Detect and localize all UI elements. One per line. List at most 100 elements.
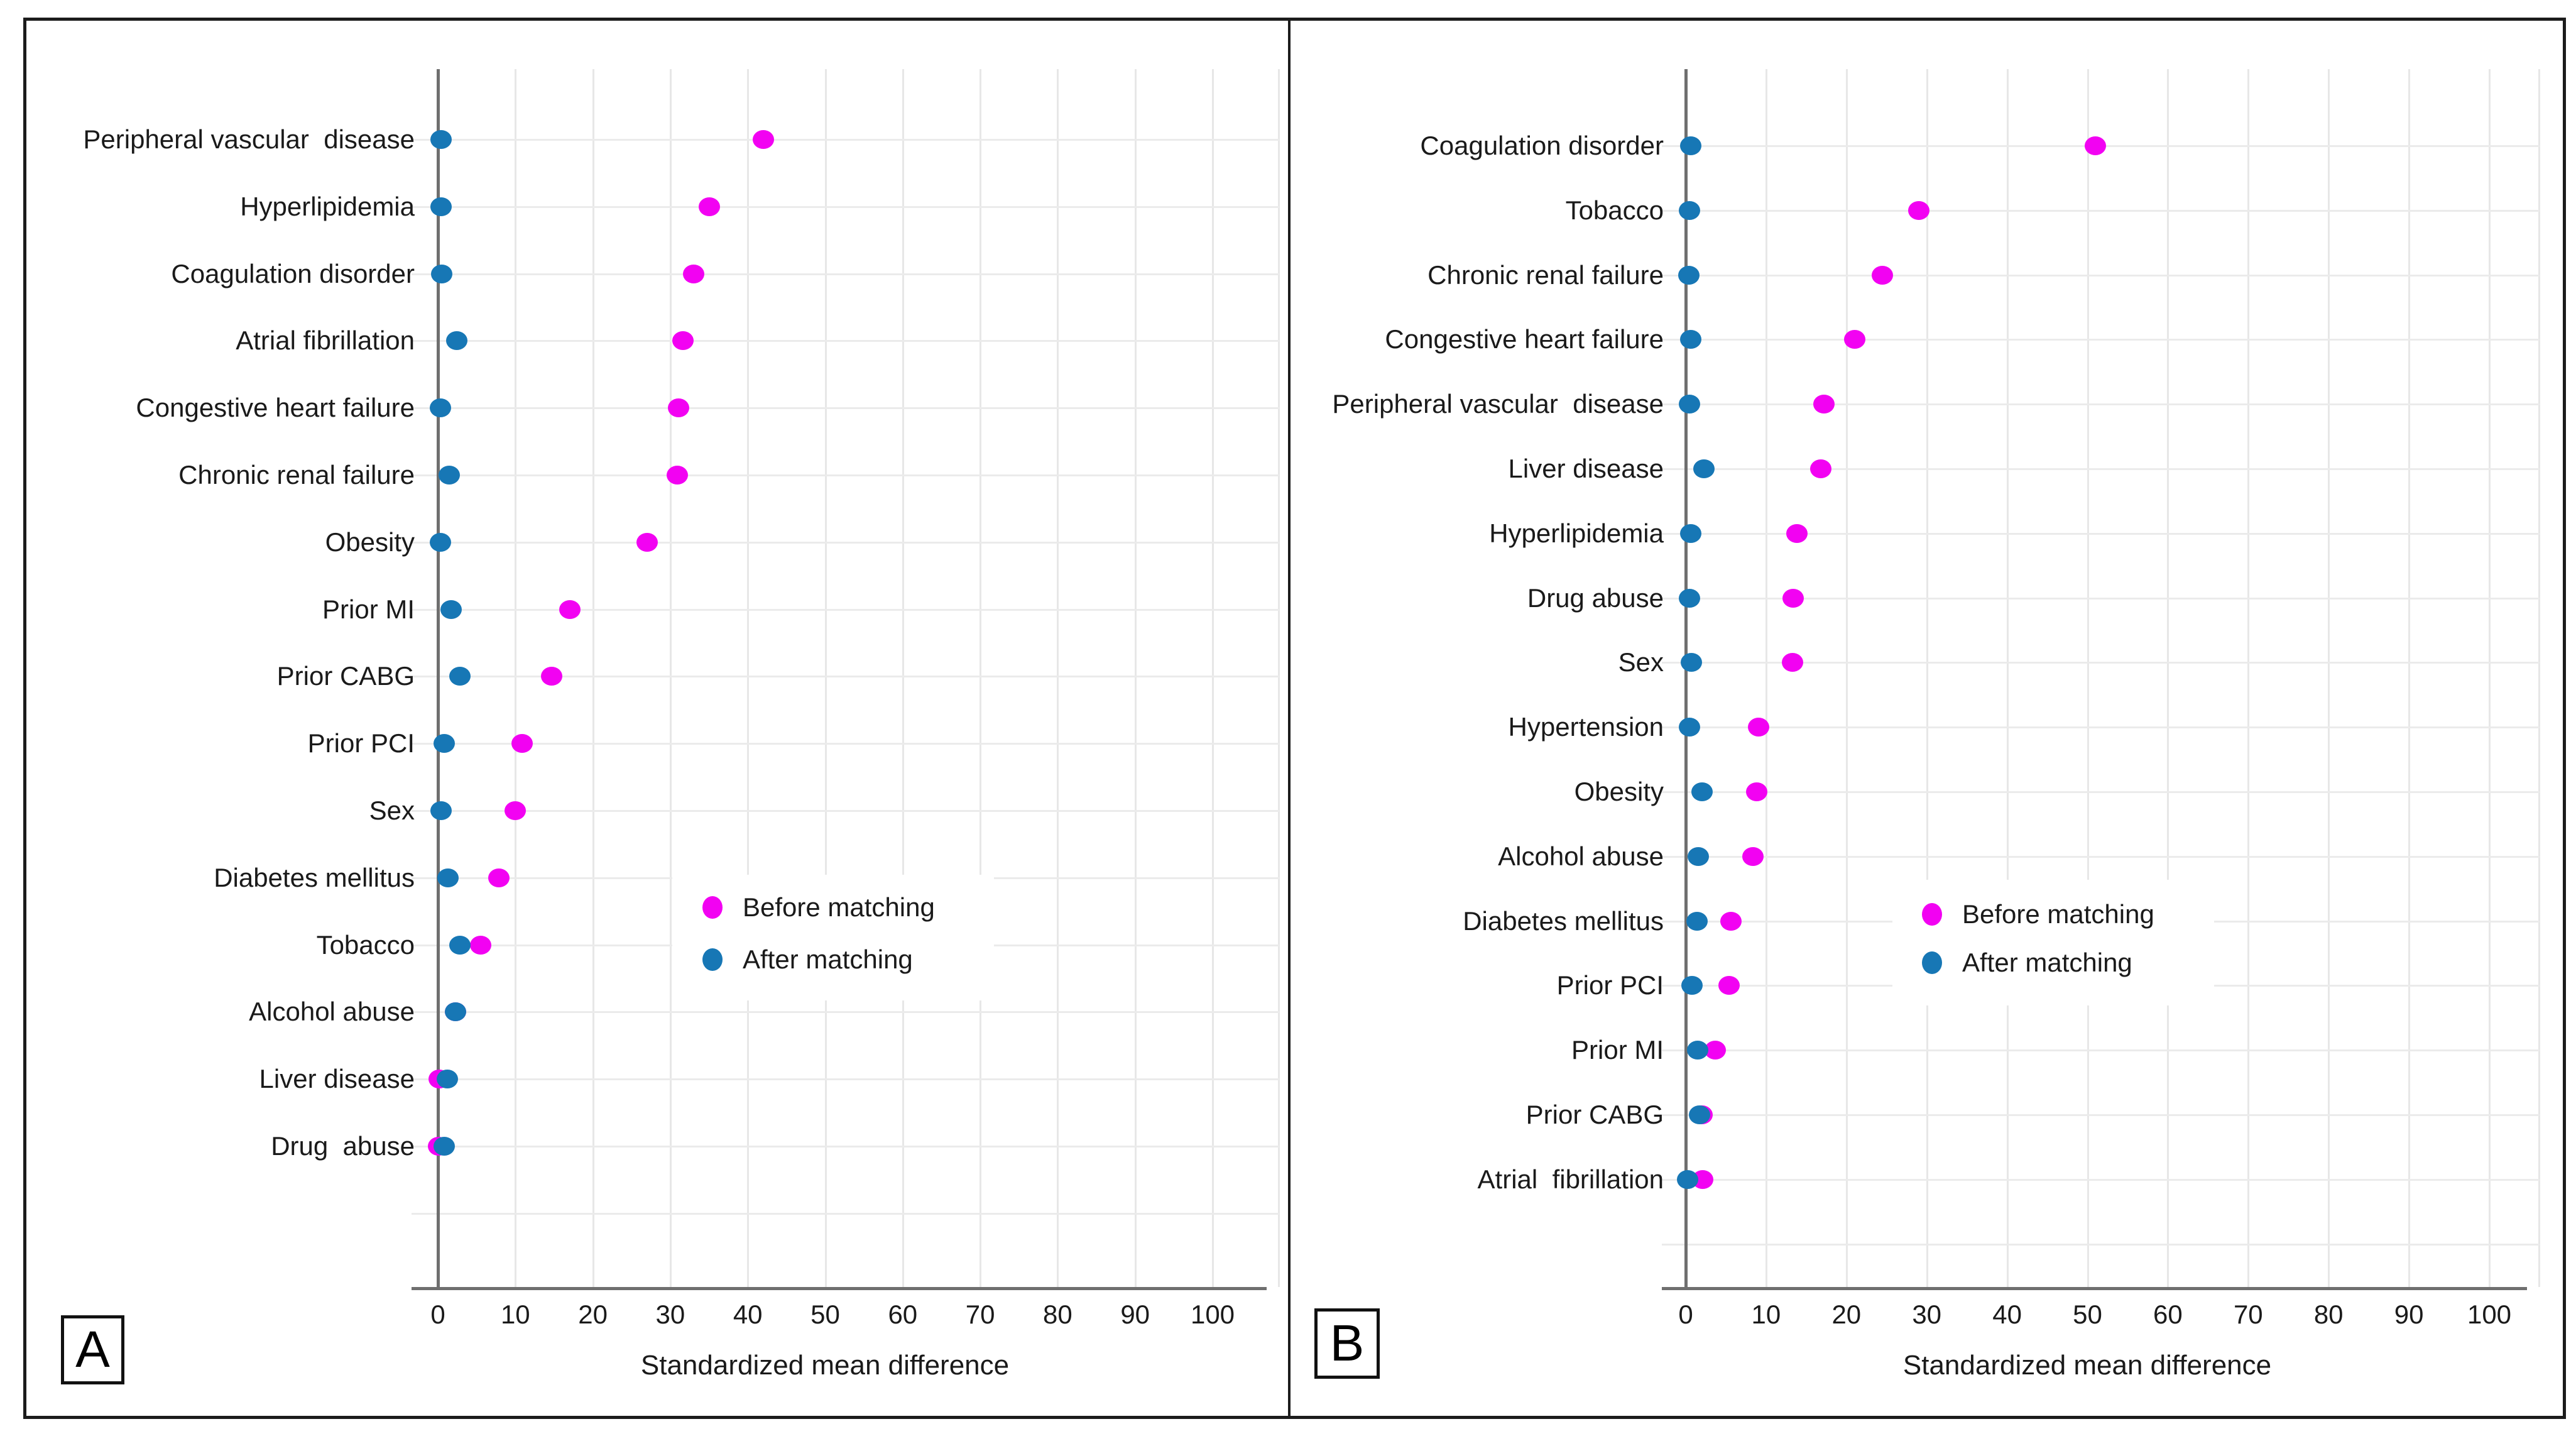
panel-label-letter: B — [1329, 1315, 1365, 1372]
before-matching-dot — [698, 197, 720, 216]
after-matching-dot — [1686, 911, 1708, 931]
x-gridline — [1212, 69, 1214, 1287]
plot-right-edge-gridline — [1278, 69, 1280, 1287]
y-axis-zero-line — [437, 69, 440, 1287]
after-matching-dot — [1679, 718, 1701, 737]
after-matching-dot — [1688, 1105, 1710, 1124]
x-axis-title: Standardized mean difference — [640, 1350, 1010, 1381]
x-tick-label: 30 — [655, 1300, 685, 1329]
category-label: Atrial fibrillation — [1477, 1164, 1664, 1194]
after-matching-dot — [449, 667, 471, 686]
after-matching-dot — [1688, 846, 1710, 866]
y-axis-zero-line — [1684, 69, 1688, 1287]
after-matching-dot — [1687, 1041, 1709, 1060]
x-tick-label: 90 — [1120, 1300, 1150, 1329]
after-matching-dot — [430, 197, 452, 216]
legend-before-label: Before matching — [1962, 899, 2154, 929]
before-matching-dot — [1843, 330, 1865, 349]
row-gridline — [412, 340, 1279, 342]
x-gridline — [2328, 69, 2330, 1287]
category-label: Prior PCI — [307, 728, 415, 759]
legend — [672, 875, 994, 1000]
x-gridline — [2006, 69, 2009, 1287]
after-matching-dot — [1679, 136, 1701, 155]
panel-label-letter: A — [75, 1321, 110, 1378]
before-matching-dot — [672, 331, 694, 351]
row-gridline — [412, 273, 1279, 275]
category-label: Alcohol abuse — [249, 997, 415, 1027]
category-label: Hyperlipidemia — [1489, 518, 1664, 548]
before-matching-dot — [488, 868, 510, 887]
x-tick-label: 60 — [888, 1300, 918, 1329]
x-gridline — [592, 69, 594, 1287]
before-matching-dot — [1745, 782, 1767, 801]
x-tick-label: 100 — [2467, 1300, 2512, 1329]
after-matching-dot — [433, 734, 455, 753]
row-gridline — [412, 676, 1279, 678]
row-gridline — [412, 608, 1279, 611]
category-label: Prior MI — [1571, 1035, 1664, 1065]
category-label: Liver disease — [259, 1064, 415, 1094]
after-matching-dot — [1693, 459, 1715, 478]
row-gridline — [1662, 1243, 2540, 1246]
row-gridline — [412, 139, 1279, 141]
row-gridline — [412, 205, 1279, 208]
x-gridline — [1057, 69, 1059, 1287]
before-matching-dot — [559, 600, 581, 619]
x-gridline — [1134, 69, 1137, 1287]
before-matching-dot — [1782, 653, 1804, 672]
row-gridline — [1662, 855, 2540, 858]
category-label: Tobacco — [316, 929, 415, 960]
x-tick-label: 20 — [578, 1300, 608, 1329]
category-label: Prior CABG — [276, 661, 415, 691]
before-matching-dot — [1907, 200, 1929, 220]
x-tick-label: 0 — [430, 1300, 445, 1329]
after-matching-dot — [1679, 523, 1701, 543]
row-gridline — [412, 810, 1279, 812]
before-matching-dot — [1809, 459, 1831, 478]
x-tick-label: 40 — [1992, 1300, 2022, 1329]
before-matching-dot — [2085, 136, 2107, 155]
after-matching-dot — [449, 935, 471, 955]
after-matching-dot — [440, 600, 462, 619]
panel-divider — [1288, 18, 1291, 1419]
category-label: Hyperlipidemia — [240, 191, 415, 221]
x-tick-label: 20 — [1831, 1300, 1862, 1329]
category-label: Congestive heart failure — [136, 393, 415, 423]
before-matching-dot — [1782, 588, 1804, 608]
before-matching-dot — [666, 466, 688, 485]
category-label: Peripheral vascular disease — [1332, 389, 1664, 419]
before-matching-dot — [1718, 976, 1740, 995]
before-matching-dot — [1786, 523, 1808, 543]
category-label: Obesity — [1574, 777, 1664, 806]
row-gridline — [412, 541, 1279, 544]
x-tick-label: 10 — [500, 1300, 530, 1329]
before-matching-dot — [541, 667, 563, 686]
row-gridline — [1662, 1114, 2540, 1116]
after-matching-dot — [429, 532, 451, 552]
category-label: Coagulation disorder — [171, 258, 415, 288]
after-matching-dot — [429, 398, 451, 418]
row-gridline — [412, 1146, 1279, 1147]
category-label: Chronic renal failure — [178, 460, 415, 490]
row-gridline — [1662, 403, 2540, 406]
after-matching-dot — [436, 1070, 458, 1089]
x-gridline — [2489, 69, 2491, 1287]
row-gridline — [1662, 339, 2540, 341]
before-matching-dot — [511, 734, 533, 753]
x-tick-label: 30 — [1912, 1300, 1942, 1329]
category-label: Alcohol abuse — [1498, 841, 1664, 871]
before-matching-dot — [1813, 395, 1835, 414]
category-label: Coagulation disorder — [1420, 131, 1664, 160]
after-matching-dot — [433, 1137, 455, 1156]
x-axis-title: Standardized mean difference — [1902, 1350, 2272, 1381]
after-matching-dot — [1679, 200, 1701, 220]
legend-after-label: After matching — [743, 945, 913, 974]
before-matching-dot — [636, 532, 658, 552]
x-gridline — [2167, 69, 2169, 1287]
category-label: Drug abuse — [1527, 583, 1664, 613]
after-matching-dot — [1676, 1169, 1698, 1189]
before-matching-dot — [682, 264, 704, 283]
category-label: Obesity — [325, 527, 415, 557]
row-gridline — [1662, 1178, 2540, 1181]
